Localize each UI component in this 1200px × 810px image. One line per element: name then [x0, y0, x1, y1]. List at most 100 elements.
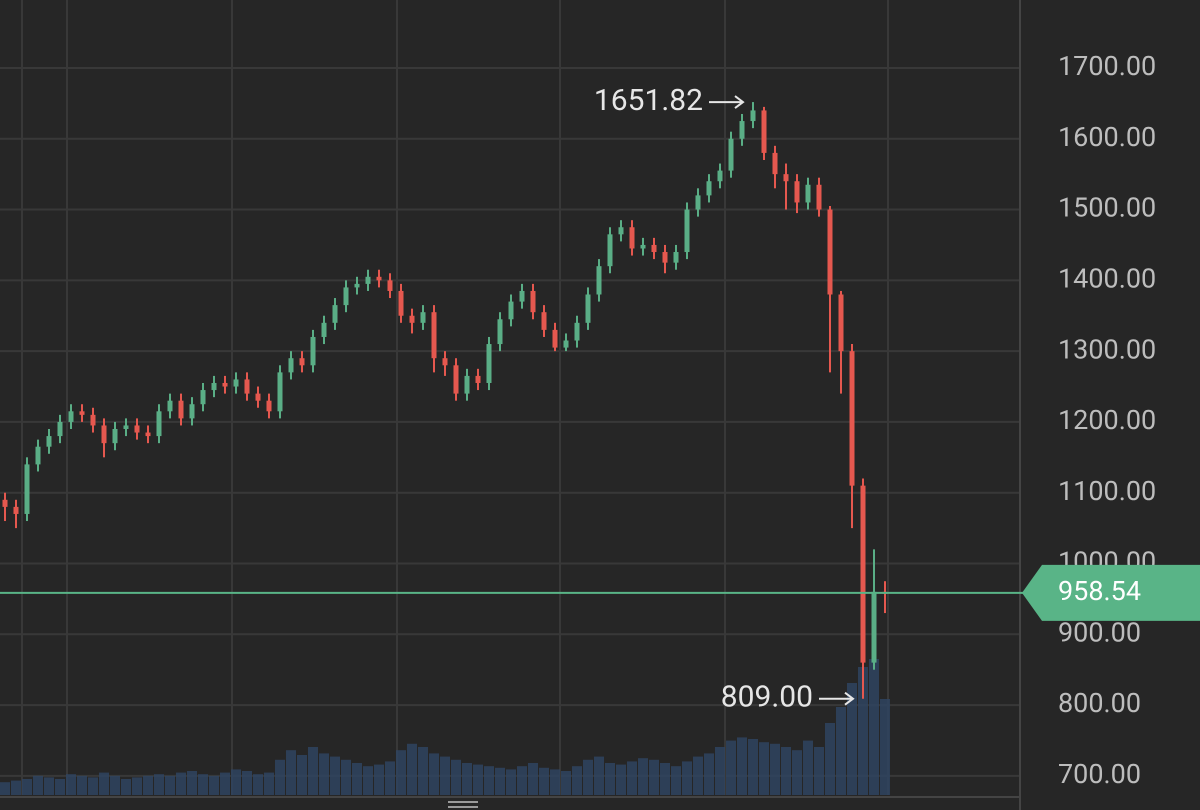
volume-bar	[121, 779, 131, 795]
candle-body	[486, 344, 492, 383]
candle-body	[739, 121, 745, 139]
volume-bar	[451, 759, 461, 795]
volume-bar	[341, 759, 351, 795]
candle-body	[651, 244, 657, 253]
volume-bar	[792, 750, 802, 795]
volume-bar	[110, 775, 120, 795]
candle-body	[376, 276, 382, 281]
volume-bar	[176, 772, 186, 795]
volume-bar	[627, 761, 637, 795]
y-tick-label: 1700.00	[1058, 50, 1156, 82]
candle-body	[266, 400, 272, 412]
volume-bar	[550, 769, 560, 795]
volume-bar	[616, 764, 626, 795]
candle-body	[189, 404, 195, 419]
volume-bar	[506, 769, 516, 795]
candle-body	[387, 280, 393, 291]
candle-body	[860, 485, 866, 663]
volume-bar	[880, 699, 890, 795]
volume-bar	[748, 739, 758, 795]
volume-bar	[858, 667, 868, 795]
candle-body	[827, 209, 833, 295]
candle-body	[134, 425, 140, 433]
volume-bar	[462, 763, 472, 795]
volume-bar	[352, 763, 362, 795]
candle-body	[409, 315, 415, 323]
volume-bar	[649, 759, 659, 795]
volume-bar	[330, 756, 340, 795]
extreme-label: 1651.82	[594, 83, 703, 118]
current-price-tag	[1022, 564, 1200, 621]
volume-bar	[297, 755, 307, 795]
candle-body	[684, 209, 690, 253]
volume-bar	[528, 763, 538, 795]
current-price-label: 958.54	[1058, 575, 1141, 607]
volume-bar	[638, 758, 648, 795]
candle-body	[167, 400, 173, 412]
volume-bar	[693, 756, 703, 795]
candle-body	[354, 283, 360, 288]
volume-bar	[253, 774, 263, 795]
vertical-grid	[21, 0, 889, 795]
volume-bar	[594, 756, 604, 795]
y-tick-label: 1200.00	[1058, 404, 1156, 436]
volume-bar	[561, 771, 571, 795]
volume-bar	[11, 780, 21, 795]
candle-body	[46, 436, 52, 447]
candle-body	[464, 375, 470, 394]
volume-bar	[407, 743, 417, 795]
volume-bar	[660, 763, 670, 795]
candle-body	[508, 301, 514, 320]
candle-body	[563, 340, 569, 348]
volume-bar	[363, 766, 373, 795]
candles	[2, 102, 888, 699]
candle-body	[805, 184, 811, 203]
volume-bar	[517, 766, 527, 795]
candle-body	[640, 244, 646, 249]
volume-bar	[429, 753, 439, 795]
volume-bar	[99, 772, 109, 795]
candle-body	[519, 290, 525, 302]
volume-bar	[440, 756, 450, 795]
volume-bar	[836, 707, 846, 795]
volume-bar	[22, 779, 32, 795]
volume-bar	[847, 683, 857, 795]
volume-bar	[66, 774, 76, 795]
candle-body	[24, 464, 30, 514]
volume-bar	[308, 747, 318, 795]
candle-body	[255, 393, 261, 401]
candle-body	[541, 312, 547, 330]
volume-bar	[319, 753, 329, 795]
candle-body	[35, 446, 41, 465]
candle-body	[321, 322, 327, 337]
volume-bar	[418, 747, 428, 795]
volume-bar	[737, 737, 747, 795]
volume-bar	[77, 775, 87, 795]
volume-bar	[869, 659, 879, 795]
candle-body	[596, 266, 602, 295]
volume-bars	[0, 659, 890, 795]
candle-body	[475, 375, 481, 383]
candle-body	[816, 184, 822, 210]
candle-body	[178, 400, 184, 419]
candle-body	[431, 312, 437, 359]
volume-bar	[55, 779, 65, 795]
candle-body	[618, 227, 624, 235]
volume-bar	[231, 769, 241, 795]
candle-body	[222, 382, 228, 387]
resize-handle[interactable]	[448, 801, 478, 808]
candle-body	[717, 170, 723, 182]
volume-bar	[286, 750, 296, 795]
y-tick-label: 1300.00	[1058, 333, 1156, 365]
y-tick-label: 800.00	[1058, 687, 1141, 719]
candle-body	[200, 390, 206, 405]
volume-bar	[242, 771, 252, 795]
volume-bar	[385, 761, 395, 795]
grid	[0, 66, 1020, 777]
volume-bar	[143, 775, 153, 795]
candle-body	[750, 110, 756, 122]
y-tick-label: 1100.00	[1058, 475, 1156, 507]
candle-body	[442, 358, 448, 366]
